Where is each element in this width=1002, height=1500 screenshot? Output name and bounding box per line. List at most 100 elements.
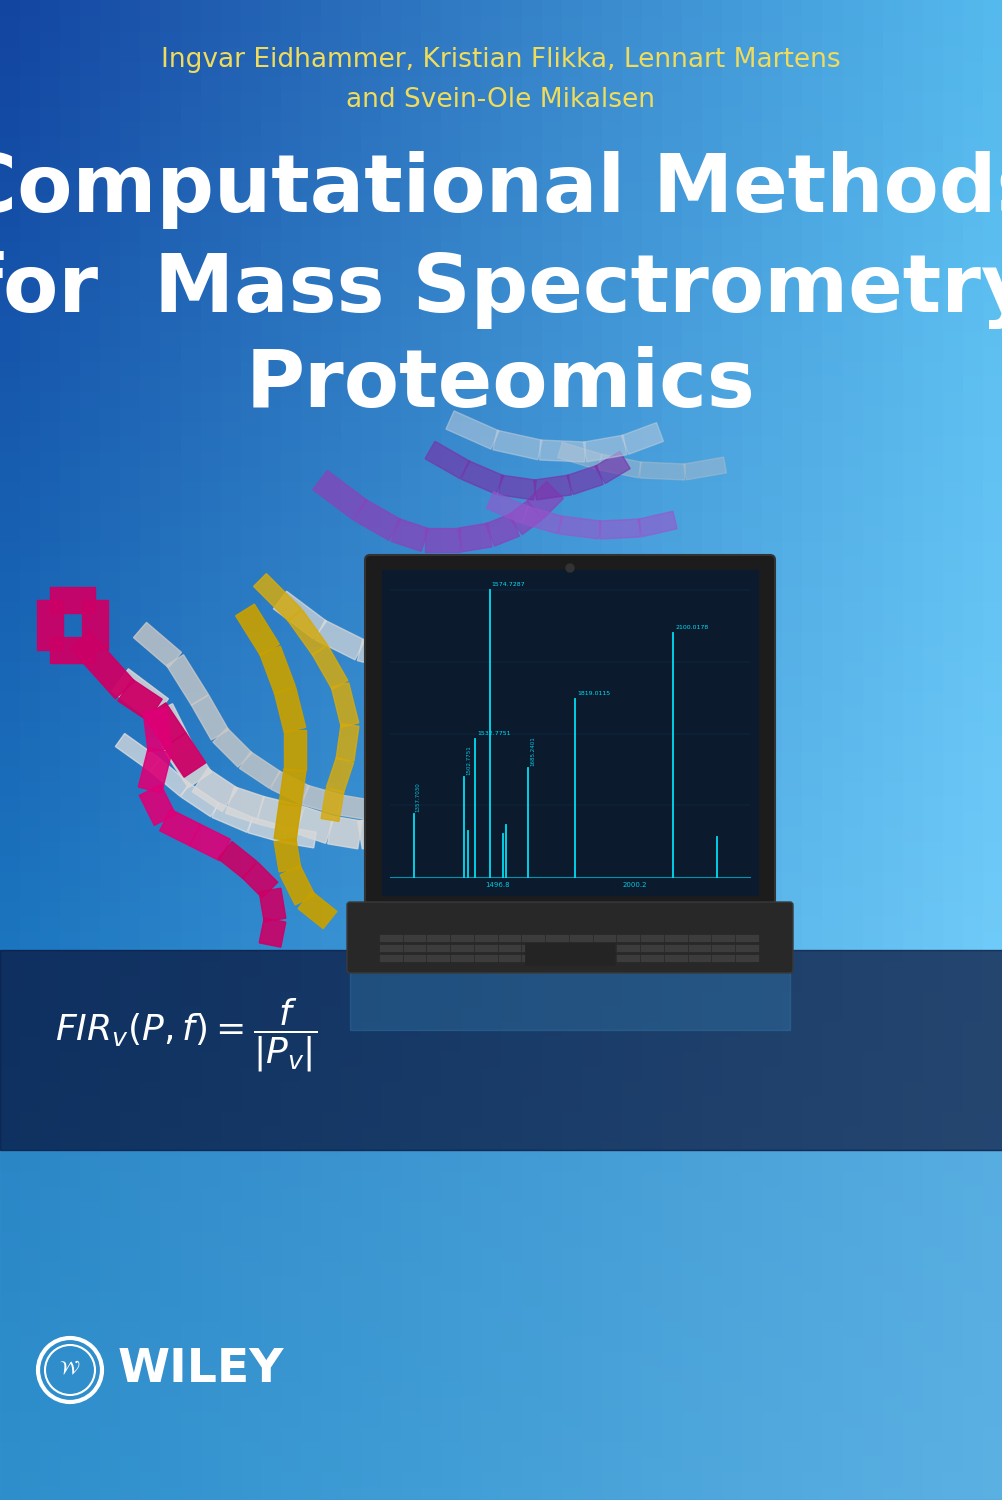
Bar xyxy=(441,494,462,510)
Bar xyxy=(561,1108,582,1125)
Bar xyxy=(661,1288,682,1305)
Bar xyxy=(140,1184,161,1200)
Bar xyxy=(20,419,41,435)
Bar xyxy=(220,358,241,375)
Bar xyxy=(641,88,662,105)
Bar xyxy=(641,898,662,915)
Bar xyxy=(240,1454,262,1470)
Bar xyxy=(601,298,622,315)
Bar xyxy=(140,974,161,990)
Bar xyxy=(481,554,502,570)
Bar xyxy=(701,328,722,345)
Bar xyxy=(922,734,943,750)
Bar xyxy=(641,494,662,510)
Bar xyxy=(641,1484,662,1500)
Bar xyxy=(741,298,763,315)
Bar xyxy=(160,958,181,975)
Polygon shape xyxy=(164,734,205,777)
Bar xyxy=(481,644,502,660)
Bar xyxy=(301,1198,322,1215)
Bar xyxy=(842,778,863,795)
Bar xyxy=(441,254,462,270)
Bar xyxy=(200,478,221,495)
Bar xyxy=(481,1184,502,1200)
Bar xyxy=(220,944,241,960)
Bar xyxy=(20,164,41,180)
Bar xyxy=(160,388,181,405)
Bar xyxy=(762,509,783,525)
Bar xyxy=(140,1094,161,1110)
Bar xyxy=(80,584,101,600)
Bar xyxy=(762,194,783,210)
Bar xyxy=(721,478,742,495)
Bar xyxy=(220,1334,241,1350)
Bar xyxy=(593,934,616,942)
Bar xyxy=(601,839,622,855)
Bar xyxy=(401,839,422,855)
Bar xyxy=(0,284,21,300)
Bar xyxy=(20,1198,41,1215)
Bar xyxy=(80,658,101,675)
Bar xyxy=(922,1334,943,1350)
Bar xyxy=(401,778,422,795)
Bar xyxy=(822,58,843,75)
Bar xyxy=(220,898,241,915)
Bar xyxy=(100,0,121,15)
Bar xyxy=(741,478,763,495)
Bar xyxy=(842,1168,863,1185)
Bar xyxy=(100,1064,121,1080)
Bar xyxy=(681,974,702,990)
Bar xyxy=(421,944,442,960)
Bar xyxy=(521,704,542,720)
Bar xyxy=(962,778,983,795)
Bar xyxy=(802,1348,823,1365)
Bar xyxy=(581,704,602,720)
Bar xyxy=(601,1004,622,1020)
Bar xyxy=(60,1438,81,1455)
Bar xyxy=(942,1348,963,1365)
Bar xyxy=(321,688,342,705)
Bar xyxy=(661,1454,682,1470)
Bar xyxy=(581,358,602,375)
Bar xyxy=(0,509,21,525)
Bar xyxy=(822,614,843,630)
Bar xyxy=(301,194,322,210)
Bar xyxy=(20,1274,41,1290)
Bar xyxy=(261,988,282,1005)
Bar xyxy=(281,1228,302,1245)
Bar xyxy=(922,58,943,75)
Bar xyxy=(160,404,181,420)
Bar xyxy=(180,88,201,105)
Bar xyxy=(421,118,442,135)
Bar xyxy=(401,794,422,810)
Bar xyxy=(401,314,422,330)
Polygon shape xyxy=(144,704,185,747)
Bar xyxy=(180,1348,201,1365)
Bar xyxy=(441,884,462,900)
Bar xyxy=(60,974,81,990)
Bar xyxy=(461,1138,482,1155)
Bar xyxy=(120,388,141,405)
Bar xyxy=(541,209,562,225)
Bar xyxy=(481,0,502,15)
Bar xyxy=(922,764,943,780)
Bar xyxy=(561,1124,582,1140)
Bar xyxy=(701,1408,722,1425)
Bar xyxy=(321,1244,342,1260)
Bar xyxy=(60,898,81,915)
Bar xyxy=(762,1348,783,1365)
Bar xyxy=(822,13,843,30)
Bar xyxy=(581,284,602,300)
Bar xyxy=(180,1154,201,1170)
Bar xyxy=(601,1394,622,1410)
Bar xyxy=(0,178,21,195)
Bar xyxy=(822,388,843,405)
Bar xyxy=(882,1318,903,1335)
Bar xyxy=(501,464,522,480)
Bar xyxy=(741,958,763,975)
Bar xyxy=(721,628,742,645)
Bar xyxy=(441,268,462,285)
Bar xyxy=(962,824,983,840)
Bar xyxy=(20,104,41,120)
Bar xyxy=(461,1304,482,1320)
